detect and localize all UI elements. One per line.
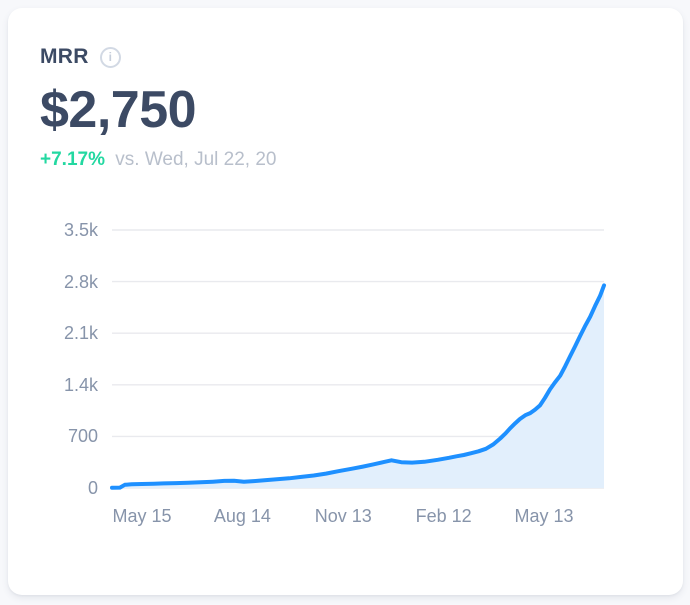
x-tick-label: May 13 <box>514 506 574 526</box>
x-tick-label: Nov 13 <box>314 506 372 526</box>
delta-percent: +7.17% <box>40 149 105 170</box>
mrr-value: $2,750 <box>40 81 197 139</box>
y-tick-label: 0 <box>87 478 98 498</box>
mrr-area-chart[interactable]: 3.5k 2.8k 2.1k 1.4k 700 0 May 15 Aug 14 Nov 13 F… <box>40 220 647 542</box>
chart-plot <box>110 229 606 490</box>
y-tick-label: 1.4k <box>63 374 98 395</box>
area-fill <box>112 285 604 488</box>
mrr-metric-card: MRR i $2,750 +7.17% vs. Wed, Jul 22, 20 … <box>8 8 683 595</box>
mrr-line <box>110 283 606 490</box>
info-icon[interactable]: i <box>99 46 121 68</box>
y-tick-label: 3.5k <box>63 220 98 240</box>
comparison-label: vs. Wed, Jul 22, 20 <box>115 149 277 170</box>
delta-row: +7.17% vs. Wed, Jul 22, 20 <box>40 147 647 173</box>
card-title: MRR <box>40 45 89 68</box>
y-tick-label: 2.1k <box>63 323 98 344</box>
y-tick-label: 700 <box>67 426 98 447</box>
card-header: MRR i <box>40 45 647 69</box>
x-tick-label: Feb 12 <box>415 506 472 526</box>
x-tick-label: Aug 14 <box>213 506 271 526</box>
x-tick-label: May 15 <box>112 506 172 526</box>
y-tick-label: 2.8k <box>63 271 98 292</box>
